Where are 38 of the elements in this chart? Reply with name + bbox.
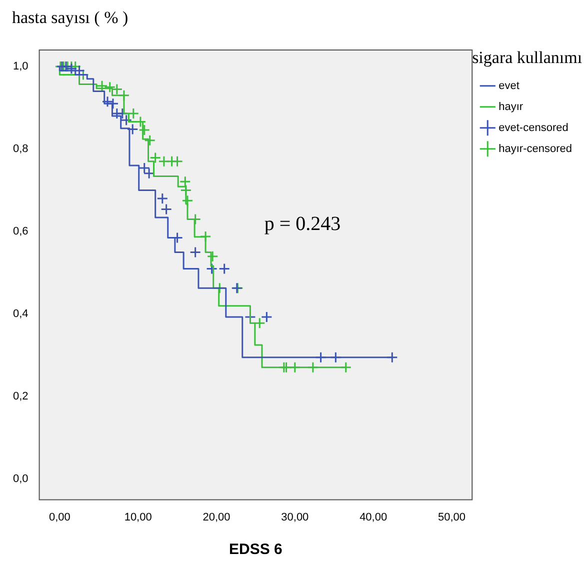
point: [126, 123, 138, 135]
point: [156, 192, 168, 204]
point: [182, 194, 194, 206]
legend-label: evet-censored: [498, 122, 568, 134]
point: [254, 317, 266, 329]
legend-title: sigara kullanımı: [472, 48, 582, 67]
point: [104, 81, 116, 93]
point: [206, 262, 218, 274]
point: [160, 204, 172, 216]
x-tick-label: 40,00: [360, 511, 388, 524]
y-tick-label: 0,2: [12, 390, 28, 403]
x-tick-label: 20,00: [202, 511, 230, 524]
point: [158, 156, 170, 168]
legend-label: evet: [498, 80, 520, 92]
legend-label: hayır-censored: [498, 142, 572, 155]
point: [96, 80, 108, 92]
x-tick-label: 30,00: [281, 511, 309, 524]
y-axis-title: hasta sayısı ( % ): [12, 8, 128, 28]
point: [206, 250, 218, 262]
point: [144, 134, 156, 146]
y-tick-label: 0,0: [12, 473, 28, 486]
y-tick-label: 0,6: [12, 226, 28, 238]
x-tick-label: 10,00: [124, 511, 152, 524]
point: [179, 176, 191, 188]
x-axis-title: EDSS 6: [229, 541, 282, 558]
point: [172, 156, 184, 168]
x-tick-label: 0,00: [48, 511, 70, 524]
legend-label: hayır: [498, 100, 524, 113]
point: [190, 246, 202, 258]
point: [260, 311, 272, 323]
point: [128, 108, 140, 120]
y-tick-label: 0,8: [12, 143, 28, 156]
y-tick-label: 1,0: [12, 60, 28, 73]
point: [150, 152, 162, 164]
point: [218, 262, 230, 274]
y-tick-label: 0,4: [12, 308, 28, 320]
x-tick-label: 50,00: [438, 511, 466, 524]
annotation: p = 0.243: [264, 212, 341, 235]
